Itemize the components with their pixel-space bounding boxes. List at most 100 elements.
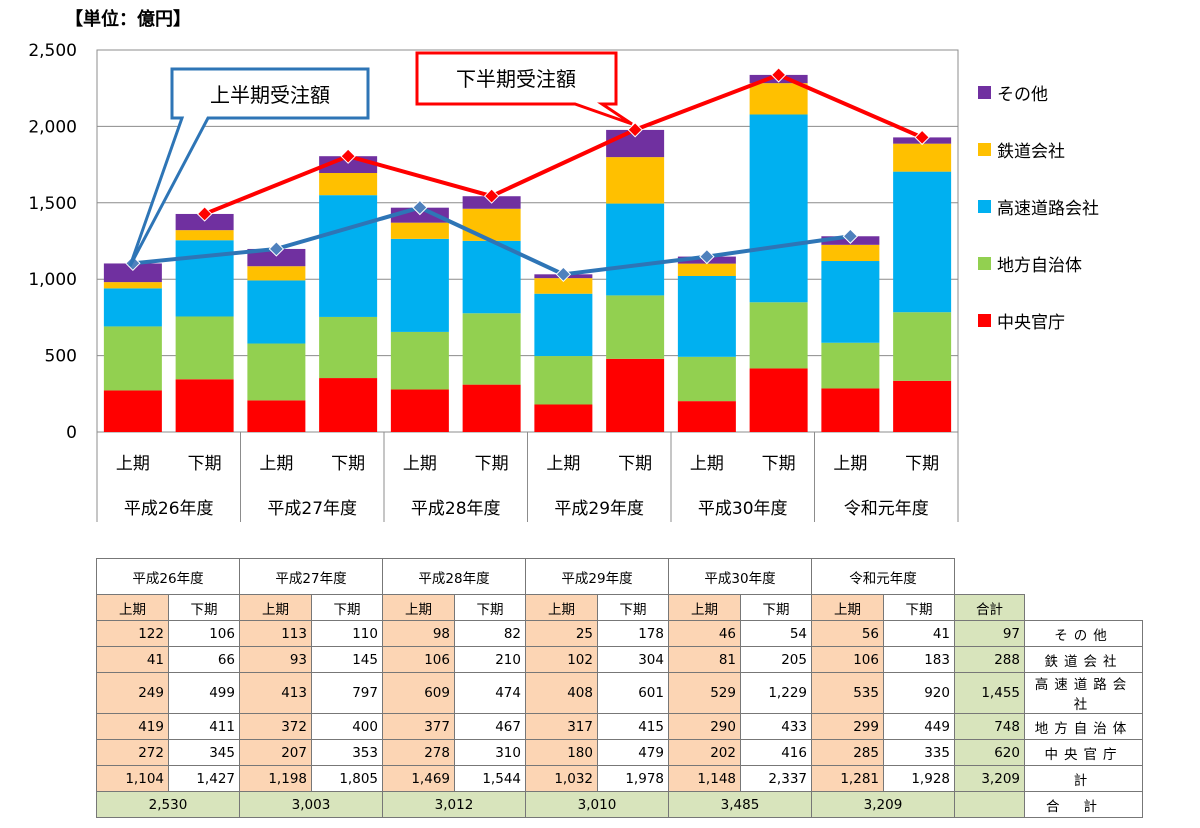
line-series: [203, 72, 923, 216]
half-label: 下期: [331, 454, 365, 474]
year-header: 平成29年度: [525, 558, 669, 595]
value-cell: 210: [454, 646, 526, 673]
y-tick-label: 2,500: [28, 41, 77, 61]
value-cell: 797: [311, 672, 383, 714]
bar-segment: [175, 213, 234, 231]
bar-segment: [534, 293, 593, 357]
bar-segment: [390, 222, 449, 239]
value-cell: 46: [668, 620, 741, 647]
half-header: 下期: [883, 594, 955, 621]
value-cell: 81: [668, 646, 741, 673]
unit-label: 【単位：億円】: [65, 8, 191, 30]
legend-swatch: [978, 200, 991, 213]
total-cell: 1,455: [954, 672, 1025, 714]
bar-segment: [247, 248, 306, 267]
half-label: 上期: [116, 454, 150, 474]
line-marker: [842, 228, 859, 244]
year-header: 令和元年度: [811, 558, 955, 595]
bar-segment: [893, 171, 952, 313]
value-cell: 433: [740, 713, 812, 740]
year-total-cell: 2,530: [96, 791, 240, 818]
value-cell: 317: [525, 713, 598, 740]
year-label: 平成26年度: [124, 499, 214, 519]
value-cell: 535: [811, 672, 884, 714]
bar-segment: [247, 266, 306, 281]
value-cell: 1,544: [454, 765, 526, 792]
value-cell: 529: [668, 672, 741, 714]
value-cell: 113: [239, 620, 312, 647]
half-label: 上期: [259, 454, 293, 474]
bar-segment: [821, 261, 880, 343]
legend-label: 高速道路会社: [997, 199, 1099, 219]
year-header: 平成28年度: [382, 558, 526, 595]
line-marker: [268, 241, 285, 257]
half-header: 下期: [740, 594, 812, 621]
bar-segment: [893, 380, 952, 432]
year-label: 平成29年度: [554, 499, 644, 519]
bar-segment: [103, 326, 162, 391]
value-cell: 272: [96, 739, 169, 766]
value-cell: 82: [454, 620, 526, 647]
line-marker: [627, 122, 643, 138]
bar-segment: [606, 203, 665, 296]
bar-segment: [319, 195, 378, 317]
value-cell: 110: [311, 620, 383, 647]
bar-segment: [677, 275, 736, 357]
legend-swatch: [978, 257, 991, 270]
bar-segment: [606, 358, 665, 432]
value-cell: 411: [168, 713, 240, 740]
bar-segment: [103, 390, 162, 432]
value-cell: 207: [239, 739, 312, 766]
value-cell: 290: [668, 713, 741, 740]
value-cell: 413: [239, 672, 312, 714]
bar-segment: [821, 342, 880, 389]
value-cell: 1,104: [96, 765, 169, 792]
bar-segment: [534, 356, 593, 405]
total-cell: 3,209: [954, 765, 1025, 792]
value-cell: 102: [525, 646, 598, 673]
value-cell: 419: [96, 713, 169, 740]
data-table: 平成26年度 平成27年度 平成28年度 平成29年度 平成30年度 令和元年度 上期 下期上…: [96, 558, 1143, 818]
bar-segment: [462, 240, 521, 314]
value-cell: 400: [311, 713, 383, 740]
bar-segment: [390, 238, 449, 332]
value-cell: 180: [525, 739, 598, 766]
bar-segment: [893, 312, 952, 381]
year-total-cell: 3,003: [239, 791, 383, 818]
value-cell: 1,469: [382, 765, 455, 792]
callout-second-half-label: 下半期受注額: [456, 67, 576, 91]
bar-segment: [175, 230, 234, 241]
bar-segment: [606, 157, 665, 204]
bar-segment: [175, 316, 234, 380]
year-total-cell: 3,010: [525, 791, 669, 818]
total-cell: 288: [954, 646, 1025, 673]
value-cell: 353: [311, 739, 383, 766]
value-cell: 467: [454, 713, 526, 740]
value-cell: 920: [883, 672, 955, 714]
bar-segment: [821, 244, 880, 262]
year-header: 平成30年度: [668, 558, 812, 595]
half-label: 下期: [618, 454, 652, 474]
half-header: 上期: [811, 594, 884, 621]
value-cell: 310: [454, 739, 526, 766]
value-cell: 408: [525, 672, 598, 714]
value-cell: 202: [668, 739, 741, 766]
value-cell: 66: [168, 646, 240, 673]
value-cell: 377: [382, 713, 455, 740]
line-marker: [412, 199, 428, 216]
value-cell: 2,337: [740, 765, 812, 792]
bar-segment: [390, 389, 449, 432]
line-marker: [770, 67, 787, 83]
bar-segment: [821, 388, 880, 432]
blank-cell: [1025, 595, 1143, 621]
value-cell: 106: [811, 646, 884, 673]
year-total-cell: 3,485: [668, 791, 812, 818]
value-cell: 98: [382, 620, 455, 647]
half-label: 上期: [833, 454, 867, 474]
value-cell: 1,928: [883, 765, 955, 792]
bar-segment: [462, 313, 521, 385]
y-tick-label: 2,000: [28, 117, 77, 137]
value-cell: 106: [168, 620, 240, 647]
value-cell: 304: [597, 646, 669, 673]
value-cell: 372: [239, 713, 312, 740]
